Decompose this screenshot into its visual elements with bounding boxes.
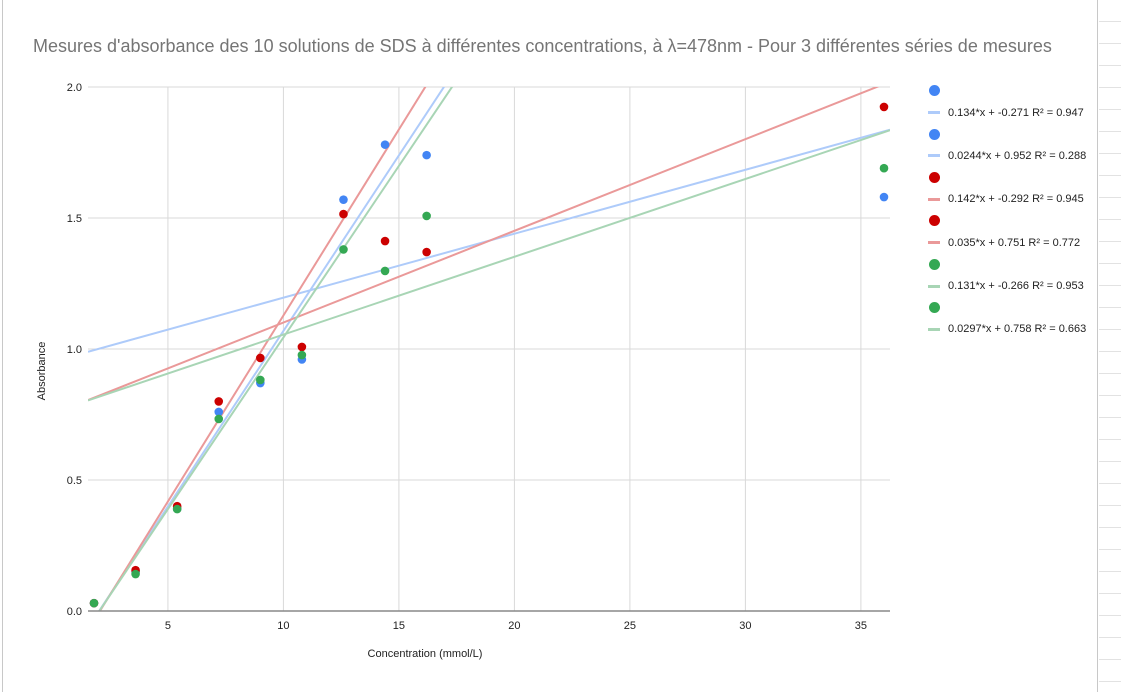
trendline-label: 0.142*x + -0.292 R² = 0.945 xyxy=(948,193,1084,206)
spreadsheet-edge xyxy=(1099,0,1121,692)
data-point xyxy=(89,598,99,608)
legend-series-entry xyxy=(928,210,1086,232)
data-point xyxy=(339,245,348,254)
legend-trendline-entry: 0.142*x + -0.292 R² = 0.945 xyxy=(928,188,1086,210)
data-point xyxy=(380,236,390,246)
data-point xyxy=(339,209,348,219)
trendline xyxy=(98,87,454,611)
legend-dot-icon xyxy=(929,85,940,97)
x-tick-label: 25 xyxy=(624,620,636,632)
legend-line-icon xyxy=(928,327,940,331)
data-point xyxy=(380,140,390,149)
data-point xyxy=(214,414,224,424)
y-tick-label: 2.0 xyxy=(67,82,82,94)
trendlines xyxy=(88,87,890,611)
data-point xyxy=(131,569,140,579)
x-axis-label: Concentration (mmol/L) xyxy=(368,648,483,660)
legend-dot-icon xyxy=(929,215,940,227)
x-tick-label: 35 xyxy=(855,620,867,632)
x-tick-label: 10 xyxy=(277,620,289,632)
data-point xyxy=(214,397,224,406)
legend-line-icon xyxy=(928,111,940,115)
legend-trendline-entry: 0.035*x + 0.751 R² = 0.772 xyxy=(928,232,1086,254)
legend-trendline-entry: 0.131*x + -0.266 R² = 0.953 xyxy=(928,275,1086,297)
data-point xyxy=(422,211,431,221)
data-point xyxy=(339,195,348,204)
data-point xyxy=(172,504,182,514)
legend-trendline-entry: 0.0297*x + 0.758 R² = 0.663 xyxy=(928,319,1086,341)
legend-trendline-entry: 0.134*x + -0.271 R² = 0.947 xyxy=(928,102,1086,124)
legend-series-entry xyxy=(928,254,1086,276)
data-point xyxy=(879,192,889,202)
x-tick-label: 15 xyxy=(393,620,405,632)
legend-line-icon xyxy=(928,241,940,245)
data-point xyxy=(256,353,265,363)
legend-dot-icon xyxy=(929,258,940,270)
chart-frame xyxy=(2,0,1098,692)
trendline-label: 0.035*x + 0.751 R² = 0.772 xyxy=(948,236,1081,249)
data-point xyxy=(256,375,265,385)
y-tick-label: 1.5 xyxy=(67,213,82,225)
trendline xyxy=(88,129,890,402)
data-point xyxy=(297,350,307,360)
trendline-label: 0.134*x + -0.271 R² = 0.947 xyxy=(948,106,1084,119)
trendline-label: 0.131*x + -0.266 R² = 0.953 xyxy=(948,280,1084,293)
legend-line-icon xyxy=(928,284,940,288)
y-tick-label: 0.5 xyxy=(67,475,82,487)
legend-dot-icon xyxy=(929,128,940,140)
legend-series-entry xyxy=(928,297,1086,319)
legend-trendline-entry: 0.0244*x + 0.952 R² = 0.288 xyxy=(928,145,1086,167)
data-point xyxy=(297,342,307,352)
legend-dot-icon xyxy=(929,302,940,314)
legend-dot-icon xyxy=(929,172,940,184)
data-point xyxy=(879,102,889,112)
chart-title: Mesures d'absorbance des 10 solutions de… xyxy=(33,36,1052,56)
data-point xyxy=(422,150,431,160)
trendline-label: 0.0297*x + 0.758 R² = 0.663 xyxy=(948,323,1087,336)
trendline-label: 0.0244*x + 0.952 R² = 0.288 xyxy=(948,149,1087,162)
y-axis-label: Absorbance xyxy=(36,342,48,401)
trendline xyxy=(88,87,880,402)
legend-line-icon xyxy=(928,197,940,201)
data-point xyxy=(380,266,390,276)
y-tick-label: 1.0 xyxy=(67,344,82,356)
legend-series-entry xyxy=(928,167,1086,189)
data-point xyxy=(422,247,431,257)
legend: 0.134*x + -0.271 R² = 0.947 0.0244*x + 0.… xyxy=(928,80,1086,340)
trendline xyxy=(98,87,427,611)
legend-line-icon xyxy=(928,154,940,158)
x-tick-label: 30 xyxy=(739,620,751,632)
data-point xyxy=(214,407,224,417)
data-point xyxy=(879,163,889,173)
trendline xyxy=(97,87,446,611)
x-tick-label: 20 xyxy=(508,620,520,632)
legend-series-entry xyxy=(928,80,1086,102)
legend-series-entry xyxy=(928,123,1086,145)
y-tick-label: 0.0 xyxy=(67,606,82,618)
x-tick-label: 5 xyxy=(165,620,171,632)
